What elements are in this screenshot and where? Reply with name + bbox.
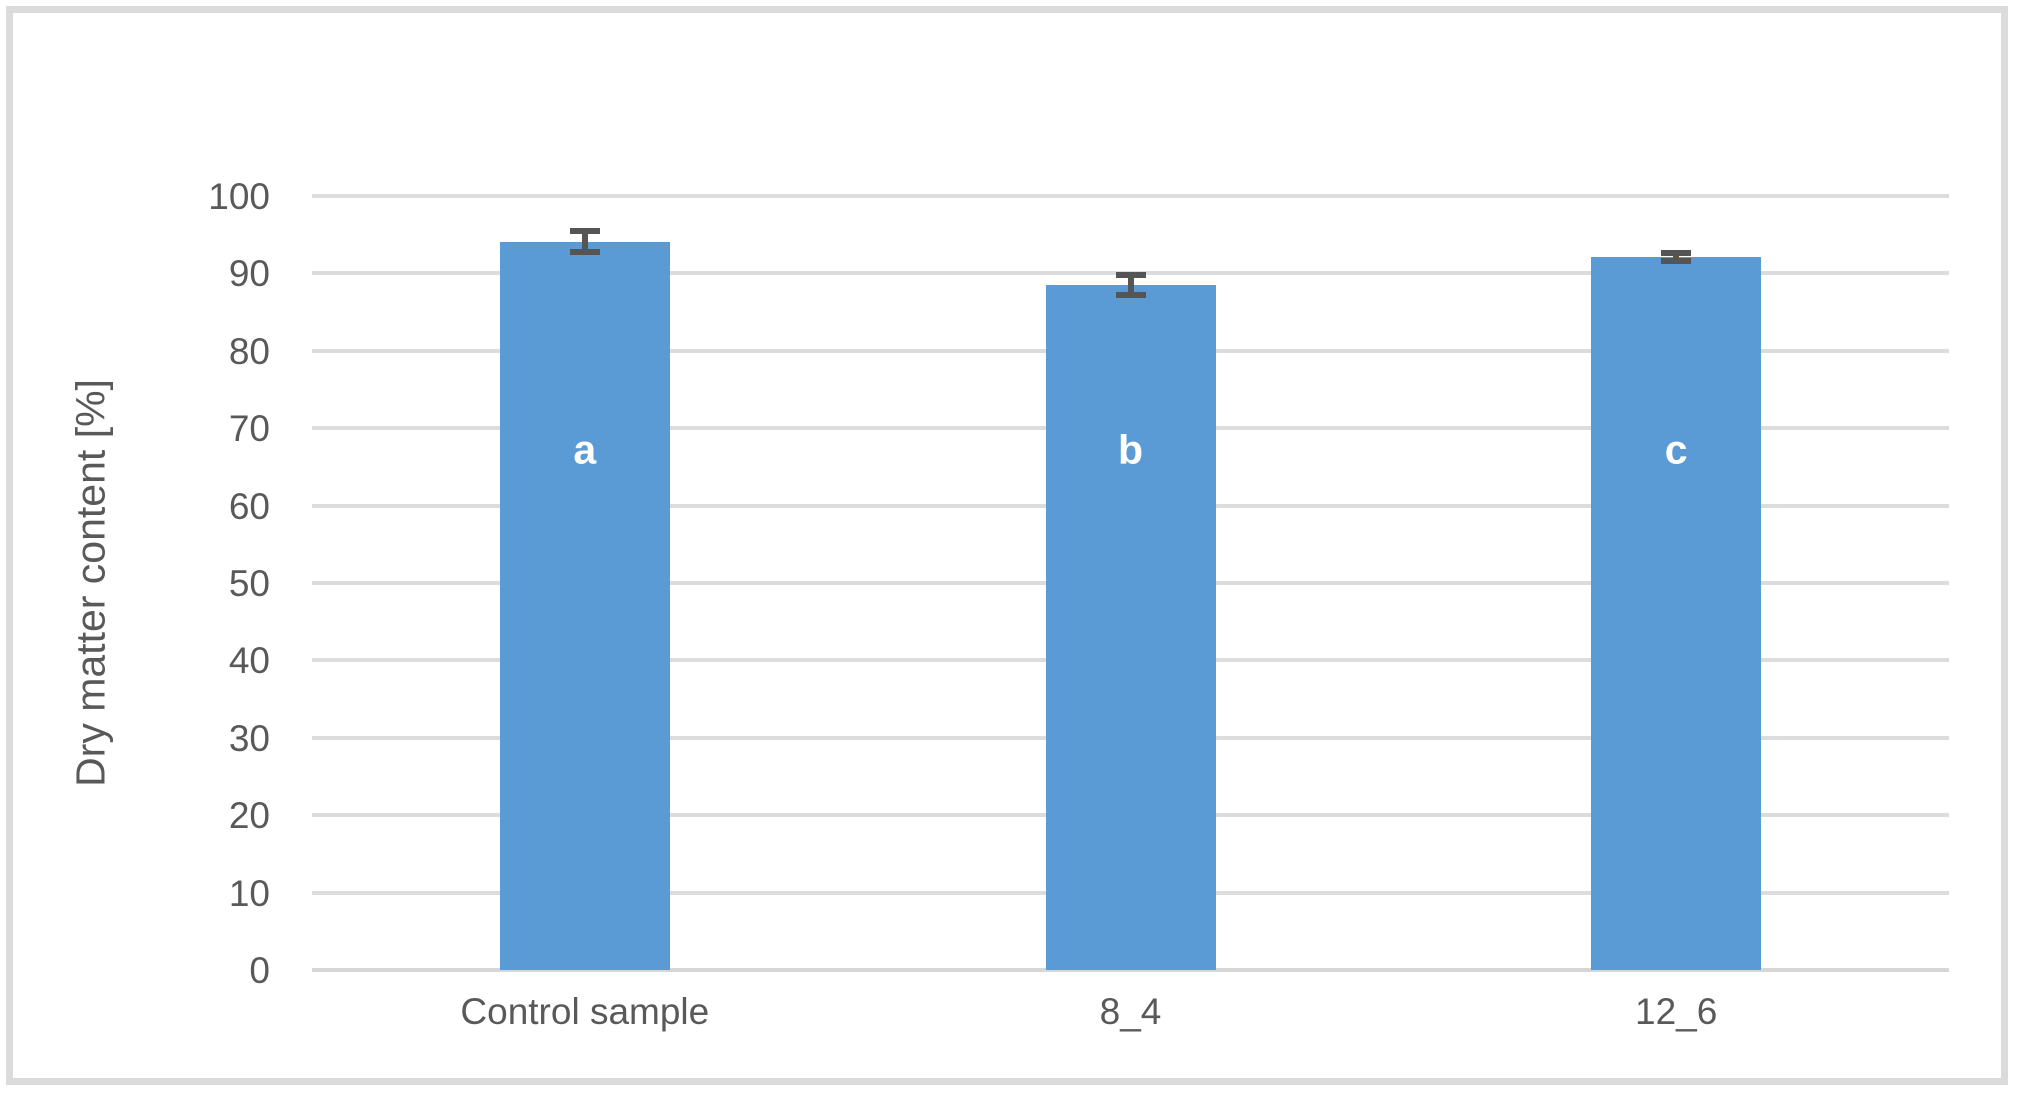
y-tick-label: 20 <box>228 795 270 837</box>
y-tick-label: 30 <box>228 717 270 759</box>
x-category-label: 12_6 <box>1635 991 1718 1032</box>
bar-significance-letter: c <box>1664 426 1688 473</box>
bar <box>1045 285 1216 970</box>
y-tick-label: 80 <box>228 330 270 372</box>
chart-frame: Dry matter content [%] 0 10 20 30 40 50 60 70 80… <box>6 6 2008 1085</box>
gridline <box>312 194 1949 198</box>
y-tick-label: 0 <box>249 950 270 991</box>
error-bar-cap-bottom <box>1115 291 1146 298</box>
y-tick-label: 50 <box>228 563 270 604</box>
y-tick-label: 100 <box>208 176 270 217</box>
bar <box>1591 257 1762 970</box>
error-bar-cap-bottom <box>569 249 600 256</box>
x-axis-line <box>312 968 1949 972</box>
x-category-label: Control sample <box>460 991 710 1032</box>
error-bar-cap-top <box>1115 272 1146 279</box>
y-tick-label: 60 <box>228 485 270 527</box>
bar-significance-letter: b <box>1117 426 1144 473</box>
y-tick-label: 70 <box>228 408 270 450</box>
y-axis-title: Dry matter content [%] <box>67 379 114 787</box>
bar-significance-letter: a <box>573 426 597 473</box>
error-bar-line <box>581 231 588 253</box>
y-tick-label: 10 <box>228 872 270 914</box>
error-bar-line <box>1673 253 1680 261</box>
error-bar-cap-top <box>1661 250 1692 257</box>
error-bar-cap-bottom <box>1661 258 1692 265</box>
bar <box>499 241 670 970</box>
y-tick-label: 90 <box>228 253 270 295</box>
x-category-label: 8_4 <box>1099 991 1162 1032</box>
error-bar-cap-top <box>569 228 600 235</box>
plot-area: Dry matter content [%] 0 10 20 30 40 50 60 70 80… <box>13 13 2001 1078</box>
y-tick-label: 40 <box>228 640 270 682</box>
error-bar-line <box>1127 275 1134 295</box>
